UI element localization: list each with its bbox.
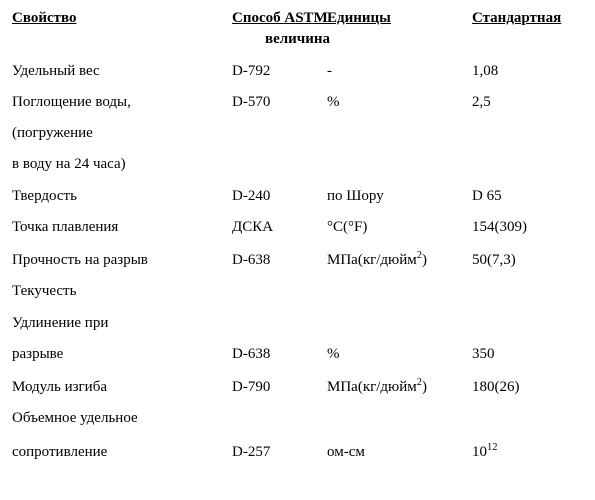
col-header-property: Свойство: [12, 10, 232, 27]
cell-astm: D-257: [232, 444, 327, 461]
cell-astm: D-790: [232, 379, 327, 396]
cell-units: °С(°F): [327, 219, 472, 236]
col-header-astm: Способ ASTM: [232, 10, 327, 27]
table-row: Точка плавленияДСКА°С(°F)154(309): [12, 219, 583, 236]
cell-property: Удлинение при: [12, 315, 232, 332]
table-row: Удельный весD-792-1,08: [12, 63, 583, 80]
header-subline: величина: [12, 31, 583, 48]
cell-astm: ДСКА: [232, 219, 327, 236]
table-row: (погружение: [12, 125, 583, 142]
cell-property: Поглощение воды,: [12, 94, 232, 111]
table-row: разрывеD-638%350: [12, 346, 583, 363]
cell-astm: D-638: [232, 252, 327, 269]
cell-units: %: [327, 346, 472, 363]
cell-property: Прочность на разрыв: [12, 252, 232, 269]
cell-value: 1012: [472, 442, 583, 461]
table-row: Поглощение воды,D-570%2,5: [12, 94, 583, 111]
cell-units: по Шору: [327, 188, 472, 205]
cell-units: ом-см: [327, 444, 472, 461]
cell-property: (погружение: [12, 125, 232, 142]
cell-astm: D-792: [232, 63, 327, 80]
table-row: Текучесть: [12, 283, 583, 300]
col-header-units: Единицы: [327, 10, 472, 27]
cell-property: сопротивление: [12, 444, 232, 461]
table-header: Свойство Способ ASTM Единицы Стандартная: [12, 10, 583, 27]
cell-units: МПа(кг/дюйм2): [327, 377, 472, 396]
cell-property: Объемное удельное: [12, 410, 232, 427]
cell-property: Удельный вес: [12, 63, 232, 80]
cell-value: 1,08: [472, 63, 583, 80]
cell-property: Твердость: [12, 188, 232, 205]
cell-property: Текучесть: [12, 283, 232, 300]
table-row: сопротивлениеD-257ом-см1012: [12, 442, 583, 461]
cell-value: 180(26): [472, 379, 583, 396]
cell-astm: D-638: [232, 346, 327, 363]
table-row: Объемное удельное: [12, 410, 583, 427]
cell-value: 154(309): [472, 219, 583, 236]
cell-units: %: [327, 94, 472, 111]
table-row: ТвердостьD-240по ШоруD 65: [12, 188, 583, 205]
properties-table: Свойство Способ ASTM Единицы Стандартная…: [0, 0, 595, 500]
cell-value: 50(7,3): [472, 252, 583, 269]
table-row: в воду на 24 часа): [12, 156, 583, 173]
cell-value: 2,5: [472, 94, 583, 111]
table-row: Модуль изгибаD-790МПа(кг/дюйм2)180(26): [12, 377, 583, 396]
cell-value: 350: [472, 346, 583, 363]
col-header-standard: Стандартная: [472, 10, 583, 27]
cell-property: разрыве: [12, 346, 232, 363]
table-row: Удлинение при: [12, 315, 583, 332]
table-body: Удельный весD-792-1,08Поглощение воды,D-…: [12, 63, 583, 461]
cell-units: -: [327, 63, 472, 80]
cell-value: D 65: [472, 188, 583, 205]
cell-astm: D-240: [232, 188, 327, 205]
cell-property: в воду на 24 часа): [12, 156, 232, 173]
cell-property: Модуль изгиба: [12, 379, 232, 396]
cell-astm: D-570: [232, 94, 327, 111]
cell-property: Точка плавления: [12, 219, 232, 236]
table-row: Прочность на разрывD-638МПа(кг/дюйм2)50(…: [12, 250, 583, 269]
cell-units: МПа(кг/дюйм2): [327, 250, 472, 269]
